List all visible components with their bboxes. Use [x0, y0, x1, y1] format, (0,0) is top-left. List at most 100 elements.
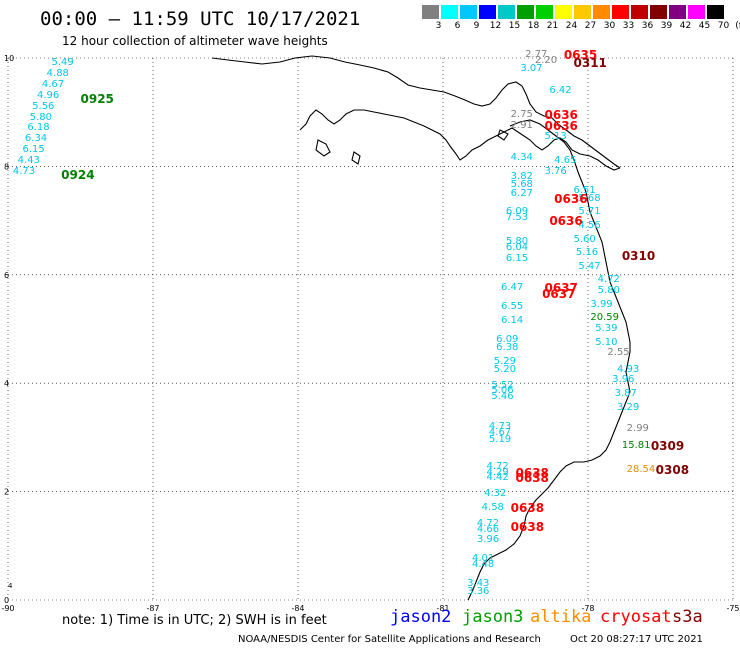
- colorbar-label: 21: [546, 21, 559, 31]
- wave-height-label: 4.01: [472, 553, 495, 565]
- satellite-legend-item: cryosat: [600, 607, 672, 627]
- colorbar-swatch: [479, 5, 496, 19]
- wave-height-label: 4.73: [12, 165, 36, 177]
- satellite-legend-item: altika: [530, 607, 592, 627]
- satellite-legend-item: s3a: [672, 607, 703, 627]
- wave-height-label: 6.04: [505, 241, 529, 253]
- pass-time-label: 0311: [573, 56, 607, 71]
- y-tick-label: 6: [4, 271, 9, 280]
- wave-height-label: 4.93: [617, 363, 640, 375]
- wave-height-label: 4.32: [484, 488, 507, 500]
- pass-time-label: 0638: [515, 465, 549, 480]
- colorbar-swatch: [688, 5, 705, 19]
- wave-height-label: 6.42: [549, 84, 572, 96]
- pass-time-label: 0309: [650, 438, 685, 453]
- wave-height-label: 4.58: [481, 501, 504, 513]
- x-tick-label: -87: [146, 604, 159, 613]
- y-tick-label: 2: [4, 488, 9, 497]
- coastline-north: [211, 55, 621, 169]
- colorbar-label: 42: [679, 21, 692, 31]
- wave-height-label: 4.72: [486, 461, 509, 473]
- x-tick-label: -78: [581, 604, 594, 613]
- wave-height-label: 5.71: [578, 206, 601, 218]
- wave-height-label: 6.15: [22, 144, 45, 156]
- wave-height-label: 4.48: [472, 558, 495, 570]
- colorbar-label: 15: [508, 21, 521, 31]
- satellite-legend-item: jason3: [462, 607, 524, 627]
- wave-height-label: 2.75: [510, 108, 533, 120]
- wave-height-label: 6.14: [501, 314, 524, 326]
- wave-height-label: 6.47: [501, 282, 524, 294]
- wave-height-label: 15.81: [621, 439, 651, 451]
- colorbar-swatch: [612, 5, 629, 19]
- y-tick-label: 0: [4, 596, 9, 605]
- wave-height-label: 3.96: [612, 374, 635, 386]
- wave-height-label: 4.56: [578, 220, 601, 232]
- coastline-island-1: [315, 139, 331, 157]
- wave-height-label: 2.77: [525, 49, 548, 61]
- wave-height-label: 2.55: [607, 347, 630, 359]
- pass-time-label: 0636: [549, 213, 583, 228]
- colorbar-swatch: [422, 5, 439, 19]
- wave-height-label: 5.16: [575, 247, 599, 259]
- wave-height-label: 4.73: [488, 420, 512, 432]
- colorbar-swatch: [650, 5, 667, 19]
- colorbar-label: 9: [473, 21, 480, 31]
- colorbar-swatch: [669, 5, 686, 19]
- colorbar-label: 70: [717, 21, 730, 31]
- wave-height-label: 2.91: [510, 119, 533, 131]
- wave-height-label: 5.68: [578, 192, 601, 204]
- colorbar-swatch: [536, 5, 553, 19]
- coastline: [211, 55, 631, 601]
- colorbar-swatch: [460, 5, 477, 19]
- lat-lon-grid: [7, 57, 734, 601]
- wave-height-label: 6.34: [24, 133, 48, 145]
- pass-time-label: 0637: [544, 281, 578, 296]
- wave-height-label: 3.76: [544, 165, 567, 177]
- wave-height-label: 6.09: [496, 333, 519, 345]
- pass-time-label: 0638: [515, 471, 549, 486]
- coastline-island-3: [497, 129, 509, 141]
- page-title: 00:00 – 11:59 UTC 10/17/2021: [40, 8, 361, 30]
- pass-time-label: 0638: [510, 500, 545, 515]
- colorbar-label: 27: [584, 21, 597, 31]
- coastline-gulf: [467, 119, 631, 601]
- wave-height-label: 5.49: [51, 57, 74, 69]
- y-tick-label: 10: [4, 54, 14, 63]
- wave-height-label: 4.72: [476, 518, 500, 530]
- wave-height-label: 6.55: [501, 301, 524, 313]
- wave-height-label: 4.34: [510, 152, 533, 164]
- wave-height-label: 5.80: [505, 236, 529, 248]
- colorbar-label: 6: [454, 21, 461, 31]
- wave-height-label: 4.29: [486, 466, 509, 478]
- wave-height-label: 6.15: [505, 252, 529, 264]
- coastline-island-2: [351, 151, 361, 165]
- pass-time-label: 0636: [544, 107, 578, 122]
- y-tick-label-extra: 4: [8, 582, 13, 590]
- wave-height-label: 5.39: [595, 323, 618, 334]
- wave-height-label: 5.60: [573, 233, 596, 245]
- x-tick-label: -84: [291, 604, 304, 613]
- wave-height-label: 4.43: [17, 154, 40, 166]
- wave-height-label: 28.54: [626, 463, 656, 475]
- wave-height-label: 3.36: [467, 585, 490, 597]
- colorbar-label: 45: [698, 21, 711, 31]
- wave-height-label: 6.51: [573, 184, 596, 196]
- wave-height-label: 4.65: [554, 154, 577, 166]
- wave-height-label: 3.82: [510, 171, 533, 183]
- wave-height-label: 5.20: [493, 363, 517, 375]
- y-tick-label: 4: [4, 379, 9, 388]
- timestamp: Oct 20 08:27:17 UTC 2021: [570, 634, 703, 645]
- footer-note: note: 1) Time is in UTC; 2) SWH is in fe…: [62, 613, 327, 628]
- wave-height-label: 5.29: [493, 355, 517, 367]
- wave-height-label: 4.72: [597, 274, 620, 286]
- colorbar-swatch: [555, 5, 572, 19]
- y-tick-label: 8: [4, 162, 9, 171]
- wave-height-label: 6.09: [505, 206, 529, 218]
- colorbar-label: 36: [641, 21, 654, 31]
- wave-height-label: 4.67: [41, 79, 65, 91]
- wave-height-label: 5.10: [595, 336, 618, 348]
- colorbar-swatch: [593, 5, 610, 19]
- wave-height-label: 3.29: [617, 401, 640, 413]
